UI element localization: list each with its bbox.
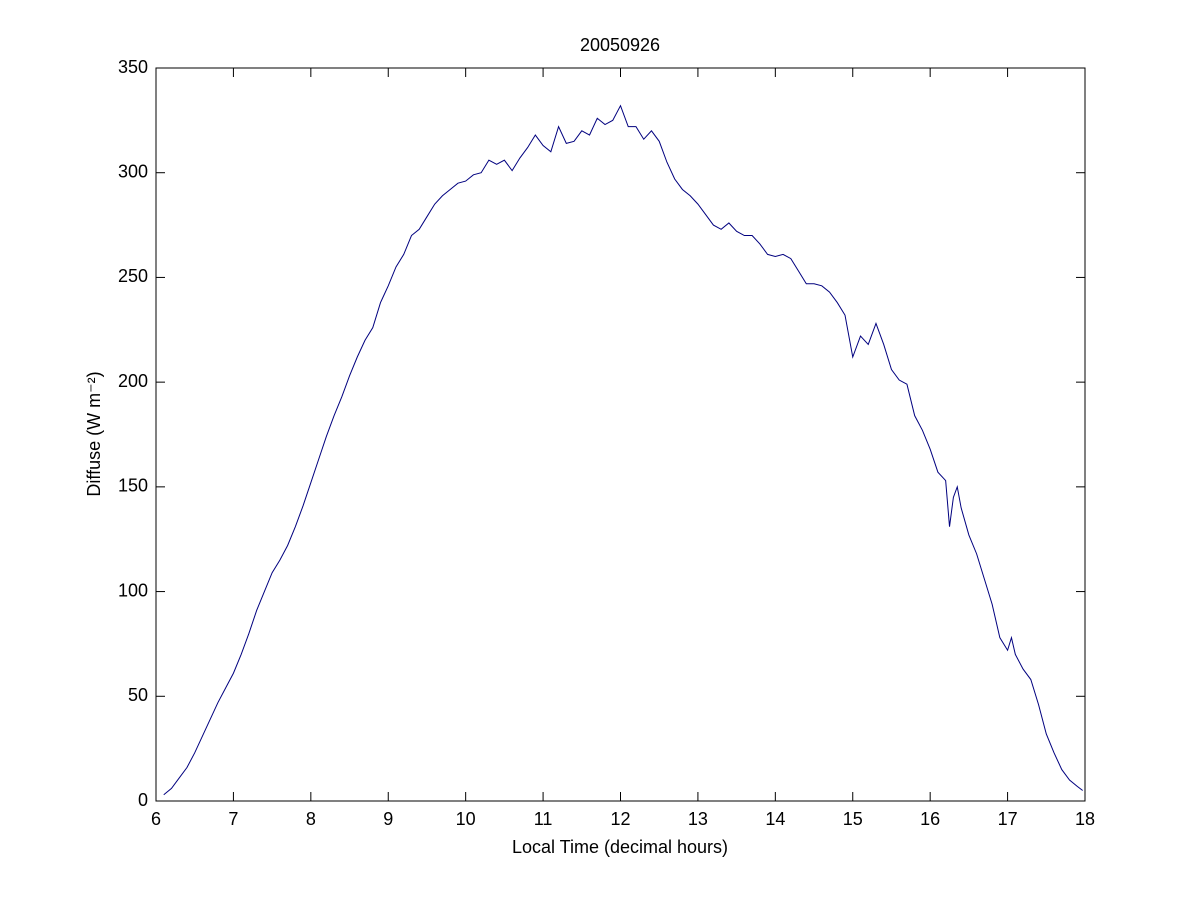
x-tick-label: 17: [998, 809, 1018, 829]
x-tick-label: 6: [151, 809, 161, 829]
x-tick-label: 9: [383, 809, 393, 829]
y-tick-label: 350: [118, 57, 148, 77]
x-tick-label: 15: [843, 809, 863, 829]
x-tick-label: 10: [456, 809, 476, 829]
x-tick-label: 16: [920, 809, 940, 829]
x-tick-label: 13: [688, 809, 708, 829]
x-axis-label: Local Time (decimal hours): [512, 837, 728, 857]
y-tick-label: 200: [118, 371, 148, 391]
y-axis-label: Diffuse (W m⁻²): [84, 371, 104, 496]
x-tick-label: 7: [228, 809, 238, 829]
y-tick-label: 50: [128, 685, 148, 705]
x-tick-label: 11: [534, 809, 553, 829]
y-tick-label: 0: [138, 790, 148, 810]
x-tick-label: 18: [1075, 809, 1095, 829]
chart-title: 20050926: [580, 35, 660, 55]
y-tick-label: 250: [118, 266, 148, 286]
y-tick-label: 100: [118, 580, 148, 600]
x-tick-label: 12: [610, 809, 630, 829]
data-line: [163, 104, 1083, 796]
x-tick-label: 14: [765, 809, 785, 829]
y-tick-label: 300: [118, 161, 148, 181]
y-tick-label: 150: [118, 476, 148, 496]
plot-area: [155, 67, 1086, 802]
x-tick-label: 8: [306, 809, 316, 829]
